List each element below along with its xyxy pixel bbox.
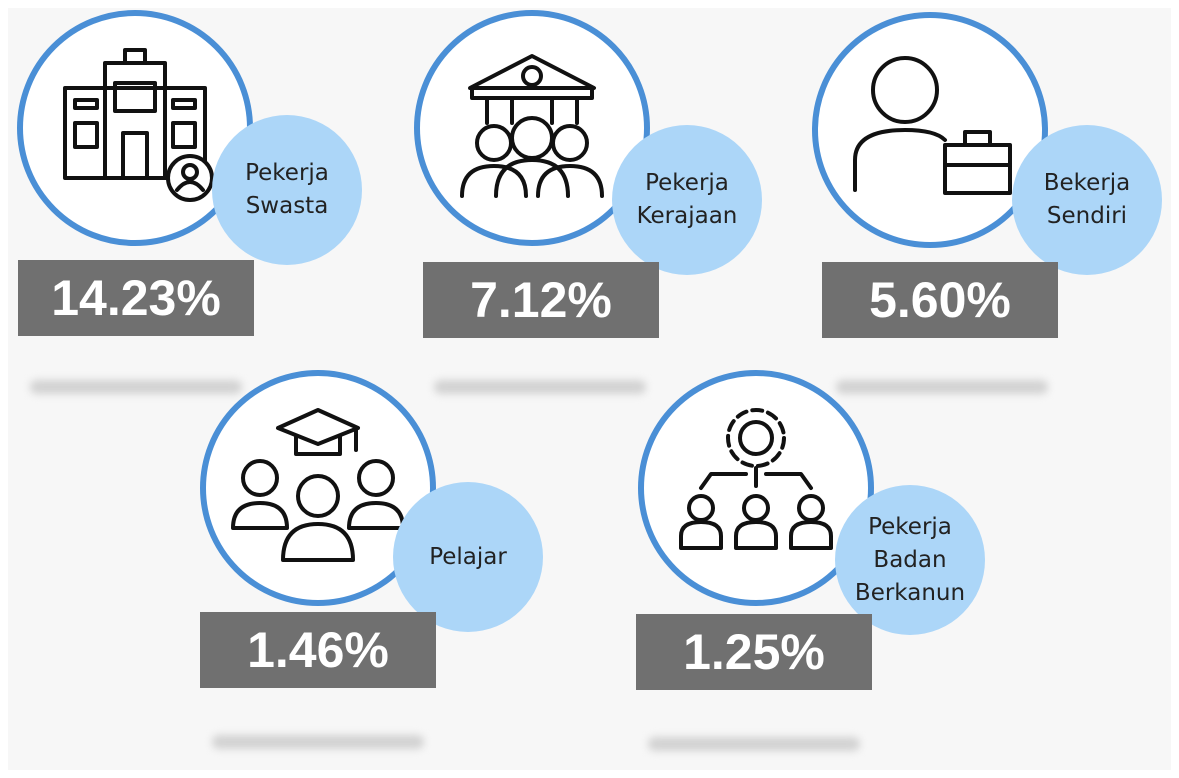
label-line: Pekerja	[645, 170, 729, 196]
icon	[853, 56, 1012, 195]
label-bubble: Bekerja Sendiri	[1012, 125, 1162, 275]
blurred-caption	[30, 380, 242, 394]
icon-circle	[812, 12, 1048, 248]
label-line: Sendiri	[1046, 203, 1128, 229]
label-bubble: Pekerja Badan Berkanun	[835, 485, 985, 635]
value-box: 5.60%	[822, 262, 1058, 338]
label-bubble: Pekerja Swasta	[212, 115, 362, 265]
label-line: Badan	[873, 546, 947, 573]
label-line: Pekerja	[245, 160, 329, 186]
label-line: Pelajar	[429, 543, 507, 570]
icon	[679, 408, 833, 550]
label-line: Berkanun	[854, 579, 966, 606]
icon	[63, 48, 214, 202]
value-box: 14.23%	[18, 260, 254, 336]
value-box: 1.46%	[200, 612, 436, 688]
value-box: 7.12%	[423, 262, 659, 338]
blurred-caption	[434, 380, 646, 394]
label-bubble: Pelajar	[393, 482, 543, 632]
label-line: Pekerja	[868, 513, 952, 540]
value-box: 1.25%	[636, 614, 872, 690]
icon	[231, 408, 405, 562]
label-bubble: Pekerja Kerajaan	[612, 125, 762, 275]
icon-circle	[414, 10, 650, 246]
icon	[460, 54, 604, 198]
label-line: Swasta	[245, 193, 329, 219]
label-line: Kerajaan	[636, 203, 738, 229]
label-line: Bekerja	[1043, 170, 1131, 196]
infographic: Pekerja Swasta 14.23% Pekerja Kerajaan 7.12% B…	[8, 8, 1171, 770]
blurred-caption	[836, 380, 1048, 394]
blurred-caption	[648, 737, 860, 751]
blurred-caption	[212, 735, 424, 749]
